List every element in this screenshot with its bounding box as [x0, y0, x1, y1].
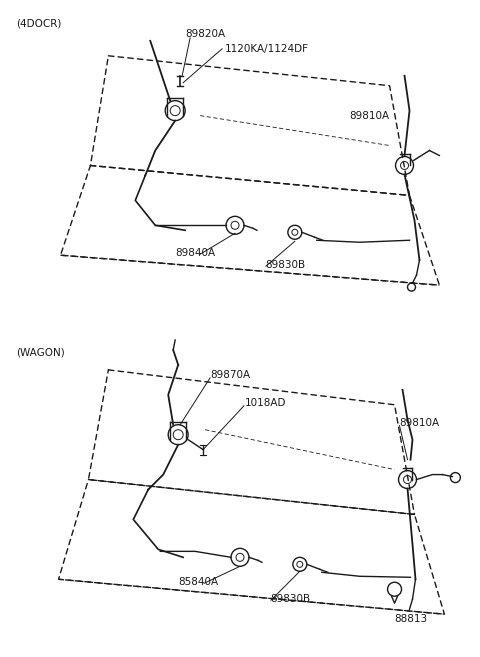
Text: 89820A: 89820A: [185, 29, 225, 39]
Text: (4DOCR): (4DOCR): [16, 19, 61, 29]
Text: 89810A: 89810A: [350, 110, 390, 121]
Text: 89830B: 89830B: [270, 594, 310, 604]
Text: 89840A: 89840A: [175, 248, 216, 258]
Text: 1018AD: 1018AD: [245, 397, 287, 408]
Text: 1120KA/1124DF: 1120KA/1124DF: [225, 44, 309, 54]
Text: (WAGON): (WAGON): [16, 348, 64, 358]
Text: 89830B: 89830B: [265, 260, 305, 270]
Text: 88813: 88813: [395, 614, 428, 624]
Text: 89870A: 89870A: [210, 370, 250, 380]
Text: 85840A: 85840A: [178, 578, 218, 587]
Text: 89810A: 89810A: [399, 418, 440, 428]
